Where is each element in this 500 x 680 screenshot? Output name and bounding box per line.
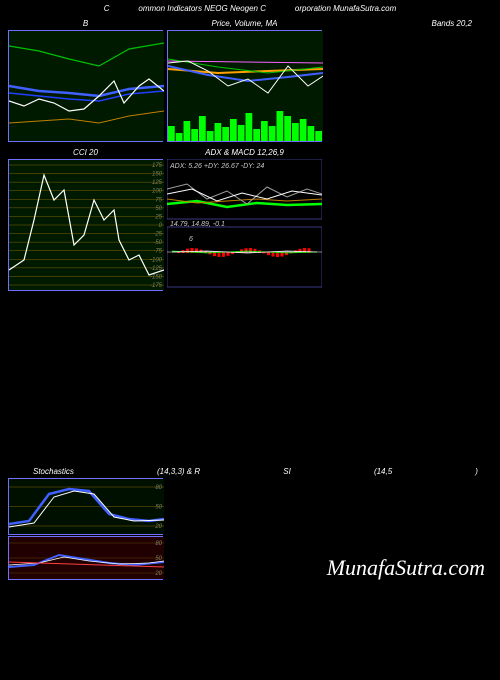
svg-text:ADX: 5.26 +DY: 26.67 -DY: 24: ADX: 5.26 +DY: 26.67 -DY: 24 [169, 163, 264, 170]
svg-text:100: 100 [152, 189, 163, 195]
svg-text:125: 125 [152, 180, 163, 186]
svg-text:6: 6 [189, 236, 193, 243]
stoch-params: (14,3,3) & R [157, 467, 200, 476]
svg-text:14.79, 14.89, -0.1: 14.79, 14.89, -0.1 [170, 221, 225, 228]
svg-text:175: 175 [152, 163, 163, 169]
stoch-panel: 805020 805020 [8, 478, 163, 580]
spacer [0, 295, 500, 465]
header-left: C [104, 4, 110, 13]
adx-panel: ADX & MACD 12,26,9 ADX: 5.26 +DY: 26.67 … [167, 146, 322, 291]
watermark: MunafaSutra.com [327, 555, 485, 581]
cci-panel: CCI 20 1751501251007550250-25-50-75-100-… [8, 146, 163, 291]
header-center: ommon Indicators NEOG Neogen C [138, 4, 266, 13]
row-2: CCI 20 1751501251007550250-25-50-75-100-… [0, 146, 500, 291]
svg-text:150: 150 [152, 172, 163, 178]
bands-label-panel: Bands 20,2 [326, 17, 492, 142]
stoch-paren: ) [475, 467, 478, 476]
svg-text:80: 80 [155, 485, 162, 491]
price-title: Price, Volume, MA [167, 17, 322, 30]
stoch-rsi-params: (14,5 [374, 467, 392, 476]
stoch-si: SI [283, 467, 291, 476]
page-header: C ommon Indicators NEOG Neogen C orporat… [0, 0, 500, 17]
svg-text:-75: -75 [153, 249, 162, 255]
bands-label: Bands 20,2 [326, 17, 492, 30]
svg-text:25: 25 [154, 214, 162, 220]
svg-text:50: 50 [155, 505, 162, 511]
svg-text:-50: -50 [153, 240, 162, 246]
header-right: orporation MunafaSutra.com [295, 4, 396, 13]
stoch-label: Stochastics [33, 467, 74, 476]
svg-text:20: 20 [154, 571, 162, 577]
svg-text:-175: -175 [150, 283, 163, 289]
cci-title: CCI 20 [8, 146, 163, 159]
svg-text:80: 80 [155, 541, 162, 547]
price-panel: Price, Volume, MA [167, 17, 322, 142]
svg-text:75: 75 [155, 197, 162, 203]
svg-text:-150: -150 [150, 274, 163, 280]
svg-text:20: 20 [154, 524, 162, 530]
svg-text:-100: -100 [150, 257, 163, 263]
stoch-title-row: Stochastics (14,3,3) & R SI (14,5 ) [8, 465, 488, 478]
bb-title: B [8, 17, 163, 30]
svg-text:-25: -25 [153, 232, 162, 238]
row-1: B Price, Volume, MA Bands 20,2 [0, 17, 500, 142]
svg-text:50: 50 [155, 206, 162, 212]
bb-panel: B [8, 17, 163, 142]
adx-title: ADX & MACD 12,26,9 [167, 146, 322, 159]
